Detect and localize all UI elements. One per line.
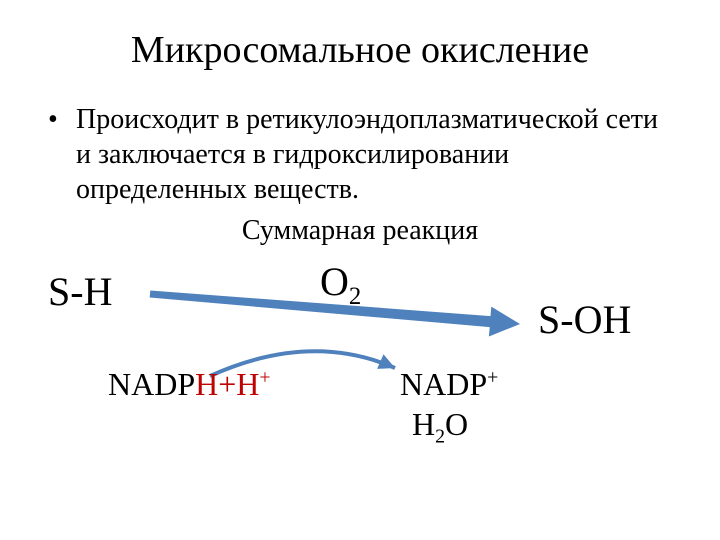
water-H: H: [412, 406, 435, 442]
water-sub: 2: [435, 425, 445, 447]
oxygen-O2: О2: [320, 258, 361, 311]
reaction-diagram: S-H О2 S-OH NADPH+H+ NADP+ H2O: [0, 256, 720, 516]
product-SOH: S-OH: [538, 296, 631, 343]
reactant-SH: S-H: [48, 268, 112, 315]
water-label: H2O: [412, 406, 468, 448]
subline: Суммарная реакция: [48, 207, 672, 248]
oxygen-sub: 2: [349, 283, 361, 310]
nadph-h: H+H: [195, 366, 259, 402]
nadp-plus-label: NADP+: [400, 366, 498, 403]
nadph-pre: NADP: [108, 366, 195, 402]
water-O: O: [445, 406, 468, 442]
bullet-marker: •: [48, 102, 76, 207]
nadp-sup: +: [487, 366, 498, 388]
bullet-block: • Происходит в ретикулоэндоплазматическо…: [0, 72, 720, 248]
oxygen-base: О: [320, 259, 349, 304]
slide-title: Микросомальное окисление: [0, 0, 720, 72]
nadph-sup: +: [259, 366, 270, 388]
nadp-pre: NADP: [400, 366, 487, 402]
nadph-label: NADPH+H+: [108, 366, 271, 403]
bullet-text: Происходит в ретикулоэндоплазматической …: [76, 102, 672, 207]
